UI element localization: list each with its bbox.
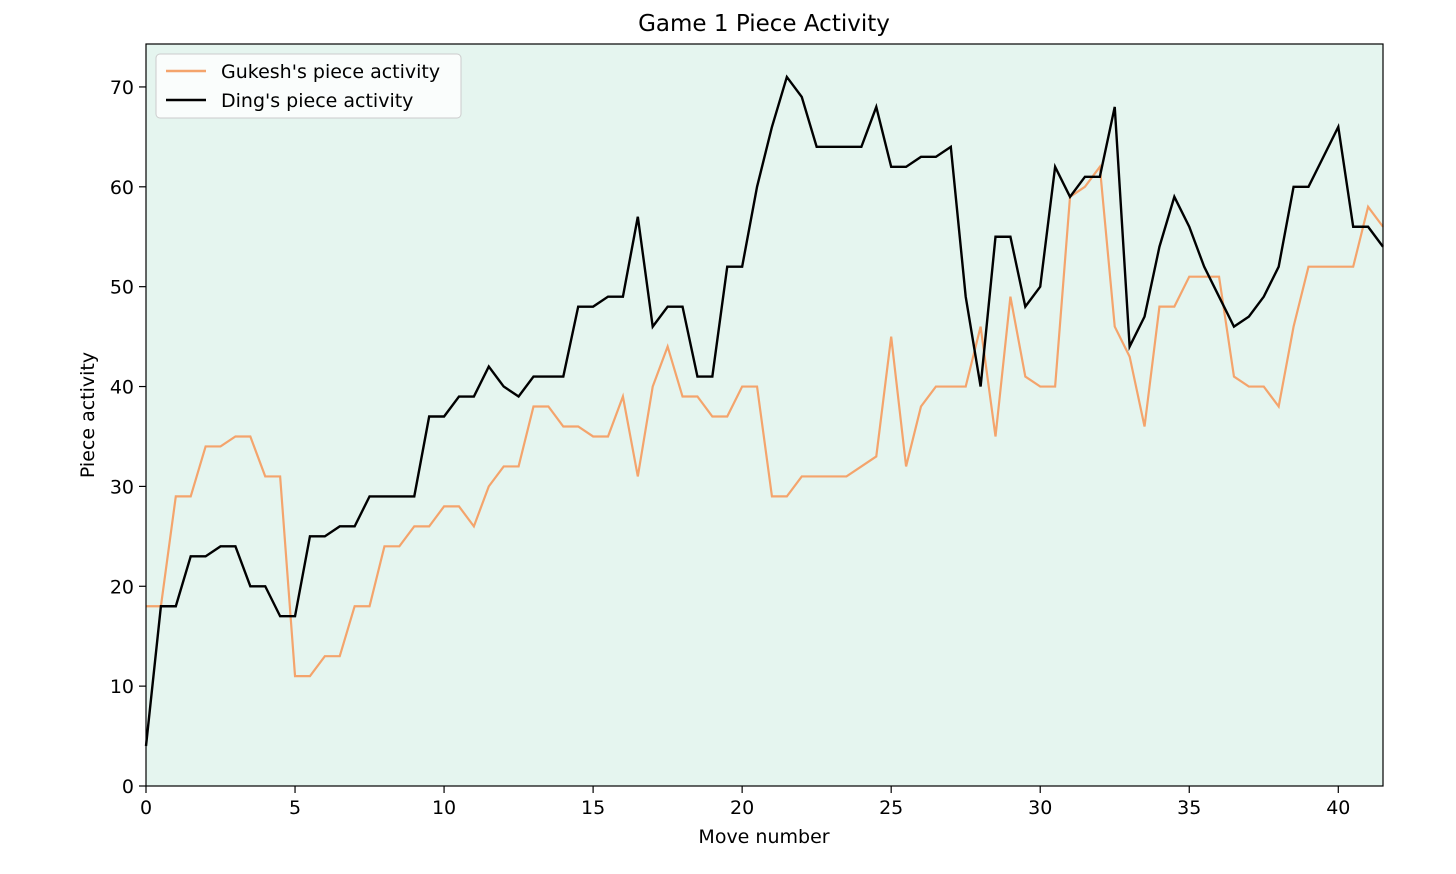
x-tick-label: 5: [289, 797, 301, 819]
y-tick-label: 70: [110, 77, 134, 99]
x-tick-label: 30: [1028, 797, 1052, 819]
plot-frame: [145, 43, 1384, 787]
legend-label: Gukesh's piece activity: [221, 61, 440, 83]
y-tick-label: 30: [110, 476, 134, 498]
x-axis-label: Move number: [698, 826, 829, 848]
chart-title: Game 1 Piece Activity: [638, 11, 890, 37]
legend-label: Ding's piece activity: [221, 90, 413, 112]
series-line: [146, 163, 1384, 678]
y-tick-label: 20: [110, 576, 134, 598]
plot-area: [146, 44, 1383, 786]
y-tick-label: 60: [110, 177, 134, 199]
y-tick-label: 40: [110, 377, 134, 399]
y-tick-label: 50: [110, 277, 134, 299]
y-tick-label: 10: [110, 676, 134, 698]
x-tick-label: 25: [879, 797, 903, 819]
legend-box: [155, 53, 462, 119]
x-tick-label: 0: [140, 797, 152, 819]
x-tick-label: 15: [581, 797, 605, 819]
y-axis-label: Piece activity: [77, 352, 99, 478]
x-tick-label: 35: [1177, 797, 1201, 819]
x-tick-label: 20: [730, 797, 754, 819]
x-tick-label: 10: [432, 797, 456, 819]
series-line: [144, 74, 1384, 747]
y-tick-label: 0: [122, 776, 134, 798]
x-tick-label: 40: [1326, 797, 1350, 819]
